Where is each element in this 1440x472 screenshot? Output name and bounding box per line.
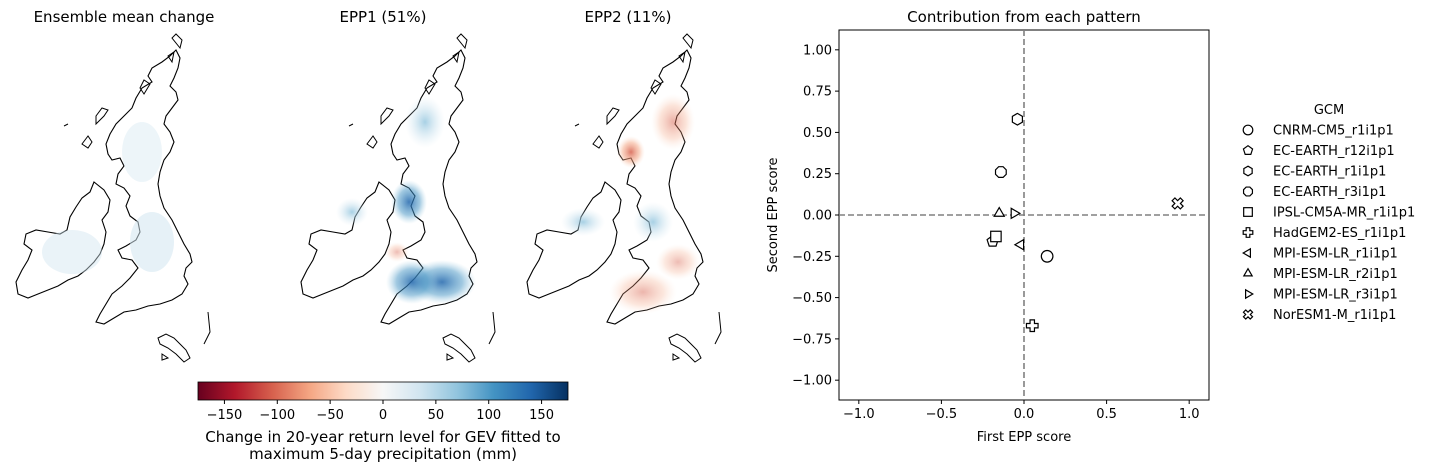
legend-marker <box>1242 267 1254 277</box>
point-cnrm-cm5-r1i1p1 <box>1040 249 1054 263</box>
map-panel-ensemble-mean <box>15 33 211 363</box>
colorbar-gradient <box>197 381 569 401</box>
legend-marker <box>1242 124 1254 136</box>
legend-label: EC-EARTH_r1i1p1 <box>1273 165 1386 180</box>
colorbar-ticks: −150 −100 −50 0 50 100 150 <box>207 400 554 423</box>
colorbar-label-line2: maximum 5-day precipitation (mm) <box>249 445 517 463</box>
legend-label: HadGEM2-ES_r1i1p1 <box>1273 226 1406 241</box>
chart-title: Contribution from each pattern <box>907 8 1141 26</box>
legend-marker <box>1242 144 1254 155</box>
reference-lines <box>839 30 1209 400</box>
colorbar-tick-label: −100 <box>259 408 295 423</box>
point-ipsl-cm5a-mr-r1i1p1 <box>990 230 1002 243</box>
legend-label: CNRM-CM5_r1i1p1 <box>1273 124 1394 139</box>
y-tick-label: 0.75 <box>803 85 832 100</box>
point-hadgem2-es-r1i1p1 <box>1025 319 1039 333</box>
map-title-3: EPP2 (11%) <box>585 8 672 26</box>
legend-label: MPI-ESM-LR_r2i1p1 <box>1273 267 1398 282</box>
legend-marker <box>1242 227 1254 238</box>
y-tick-label: 1.00 <box>803 43 832 58</box>
legend-label: MPI-ESM-LR_r3i1p1 <box>1273 288 1398 303</box>
map-title-1: Ensemble mean change <box>34 8 215 26</box>
y-tick-label: −1.00 <box>792 374 832 389</box>
colorbar-label-line1: Change in 20-year return level for GEV f… <box>205 428 561 446</box>
y-tick-label: −0.75 <box>792 332 832 347</box>
y-tick-label: 0.50 <box>803 126 832 141</box>
colorbar: −150 −100 −50 0 50 100 150 Change in 20-year r… <box>197 381 569 463</box>
x-tick-label: 0.0 <box>1014 407 1035 422</box>
y-axis-ticks: 1.00 0.75 0.50 0.25 0.00 −0.25 −0.50 −0.75 −1.00 <box>792 43 839 389</box>
legend-items: CNRM-CM5_r1i1p1 EC-EARTH_r12i1p1 EC-EARTH_… <box>1242 124 1415 323</box>
x-axis-label: First EPP score <box>977 430 1071 445</box>
legend-marker <box>1243 207 1253 217</box>
map-panel-epp1 <box>300 33 496 363</box>
legend-marker <box>1244 288 1254 300</box>
point-mpi-esm-lr-r3i1p1 <box>1010 207 1022 220</box>
map-title-2: EPP1 (51%) <box>340 8 427 26</box>
x-axis-ticks: −1.0 −0.5 0.0 0.5 1.0 <box>843 400 1200 422</box>
colorbar-tick-label: 100 <box>476 408 501 423</box>
map-panel-epp2 <box>526 33 722 363</box>
legend-label: NorESM1-M_r1i1p1 <box>1273 308 1396 323</box>
x-tick-label: 1.0 <box>1179 407 1200 422</box>
y-tick-label: −0.25 <box>792 250 832 265</box>
point-ec-earth-r3i1p1 <box>994 166 1007 179</box>
scatter-chart: Contribution from each pattern −1.0 −0.5 0… <box>766 8 1210 445</box>
y-tick-label: 0.00 <box>803 209 832 224</box>
x-tick-label: −1.0 <box>843 407 875 422</box>
x-tick-label: −0.5 <box>926 407 958 422</box>
legend-label: EC-EARTH_r12i1p1 <box>1273 144 1395 159</box>
y-tick-label: 0.25 <box>803 167 832 182</box>
y-axis-label: Second EPP score <box>766 158 781 273</box>
point-noresm1-m-r1i1p1 <box>1171 197 1184 210</box>
y-tick-label: −0.50 <box>792 291 832 306</box>
point-ec-earth-r1i1p1 <box>1011 112 1024 126</box>
legend-label: MPI-ESM-LR_r1i1p1 <box>1273 247 1398 262</box>
colorbar-tick-label: 0 <box>379 408 387 423</box>
legend-marker <box>1243 165 1253 177</box>
point-mpi-esm-lr-r2i1p1 <box>993 206 1006 217</box>
legend-marker <box>1242 186 1254 197</box>
legend-title: GCM <box>1314 103 1344 118</box>
legend-marker <box>1242 247 1252 259</box>
colorbar-tick-label: 150 <box>529 408 554 423</box>
colorbar-tick-label: −150 <box>207 408 243 423</box>
legend-label: IPSL-CM5A-MR_r1i1p1 <box>1273 206 1415 221</box>
colorbar-tick-label: 50 <box>428 408 445 423</box>
legend-marker <box>1242 309 1254 320</box>
colorbar-tick-label: −50 <box>316 408 343 423</box>
legend-label: EC-EARTH_r3i1p1 <box>1273 185 1386 200</box>
point-mpi-esm-lr-r1i1p1 <box>1013 238 1025 251</box>
x-tick-label: 0.5 <box>1096 407 1117 422</box>
data-points <box>986 112 1184 333</box>
legend: GCM CNRM-CM5_r1i1p1 EC-EARTH_r12i1p1 EC-EA… <box>1242 103 1415 323</box>
